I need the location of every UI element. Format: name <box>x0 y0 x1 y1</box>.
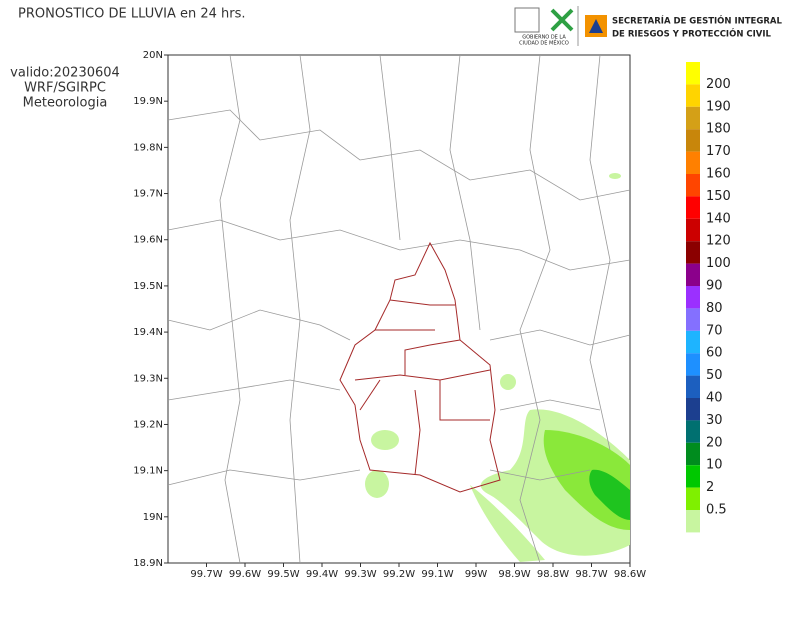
municipal-boundaries <box>167 54 631 564</box>
legend-label: 190 <box>706 99 731 114</box>
rain-areas <box>365 173 630 562</box>
legend-swatch <box>686 263 700 286</box>
legend-swatch <box>686 241 700 264</box>
legend-swatch <box>686 465 700 488</box>
legend-label: 30 <box>706 413 723 428</box>
lat-label: 19.6N <box>133 235 163 246</box>
lon-label: 99.7W <box>190 569 222 580</box>
lon-label: 98.6W <box>614 569 646 580</box>
rain-spot <box>609 173 621 179</box>
pc-logo-inner <box>589 19 603 33</box>
lat-label: 18.9N <box>133 558 163 569</box>
legend-label: 140 <box>706 211 731 226</box>
gov-line-1: GOBIERNO DE LA <box>522 35 566 41</box>
title: PRONOSTICO DE LLUVIA en 24 hrs. <box>18 7 246 22</box>
legend-swatch <box>686 129 700 152</box>
legend-label: 160 <box>706 167 731 182</box>
legend-swatch <box>686 398 700 421</box>
lon-label: 99.1W <box>421 569 453 580</box>
logos: GOBIERNO DE LA CIUDAD DE MÉXICO SECRETAR… <box>514 6 782 47</box>
lon-label: 98.9W <box>498 569 530 580</box>
lat-label: 19.3N <box>133 373 163 384</box>
agency-line-1: SECRETARÍA DE GESTIÓN INTEGRAL <box>612 15 782 27</box>
legend-label: 200 <box>706 77 731 92</box>
legend-label: 120 <box>706 234 731 249</box>
legend-swatch <box>686 308 700 331</box>
legend-swatch <box>686 151 700 174</box>
legend-label: 2 <box>706 480 714 495</box>
axes: 20N 19.9N 19.8N 19.7N 19.6N 19.5N 19.4N 19.3N 19… <box>133 50 646 580</box>
gov-line-2: CIUDAD DE MÉXICO <box>519 39 569 47</box>
rain-spot <box>371 430 399 450</box>
legend-swatch <box>686 196 700 219</box>
legend-swatch <box>686 442 700 466</box>
lat-label: 19.1N <box>133 466 163 477</box>
lon-label: 99W <box>465 569 488 580</box>
lon-label: 99.5W <box>267 569 299 580</box>
valid-date: valido:20230604 <box>10 66 120 81</box>
legend-label: 180 <box>706 122 731 137</box>
lon-label: 99.4W <box>306 569 338 580</box>
legend-swatch <box>686 353 700 376</box>
legend-label: 170 <box>706 144 731 159</box>
cdmx-boundaries <box>339 241 501 493</box>
cdmx-logo <box>550 8 574 32</box>
model: WRF/SGIRPC <box>24 81 106 96</box>
legend-label: 60 <box>706 346 723 361</box>
legend-swatch <box>686 420 700 443</box>
rain-heavy <box>589 469 630 520</box>
agency-line-2: DE RIESGOS Y PROTECCIÓN CIVIL <box>612 28 772 40</box>
department: Meteorologia <box>23 96 108 111</box>
legend-label: 40 <box>706 391 723 406</box>
legend-swatch <box>686 375 700 398</box>
legend-label: 80 <box>706 301 723 316</box>
lat-label: 19.2N <box>133 419 163 430</box>
legend-label: 0.5 <box>706 503 727 518</box>
rain-band <box>470 485 545 562</box>
lon-label: 99.3W <box>344 569 376 580</box>
lon-label: 99.2W <box>383 569 415 580</box>
map <box>167 54 631 564</box>
legend-swatch <box>686 106 700 130</box>
legend: 200 190 180 170 160 150 140 120 100 90 80 70 60 50 40 3… <box>686 62 731 533</box>
lon-label: 99.6W <box>229 569 261 580</box>
legend-label: 50 <box>706 368 723 383</box>
lat-label: 19.9N <box>133 96 163 107</box>
legend-label: 90 <box>706 279 723 294</box>
legend-swatch <box>686 487 700 510</box>
rain-spot <box>365 470 389 498</box>
lon-label: 98.8W <box>537 569 569 580</box>
rain-spot <box>500 374 516 390</box>
legend-swatch <box>686 62 700 85</box>
legend-label: 150 <box>706 189 731 204</box>
legend-swatch <box>686 218 700 242</box>
lat-label: 20N <box>143 50 163 61</box>
legend-swatch <box>686 330 700 354</box>
legend-swatch <box>686 174 700 197</box>
lat-label: 19.8N <box>133 142 163 153</box>
lat-label: 19.7N <box>133 189 163 200</box>
lat-label: 19.5N <box>133 281 163 292</box>
legend-swatch <box>686 510 700 533</box>
legend-label: 100 <box>706 256 731 271</box>
coat-of-arms <box>514 7 540 33</box>
legend-label: 10 <box>706 458 723 473</box>
lat-label: 19.4N <box>133 327 163 338</box>
lat-label: 19N <box>143 512 163 523</box>
legend-label: 70 <box>706 323 723 338</box>
lon-label: 98.7W <box>575 569 607 580</box>
legend-label: 20 <box>706 435 723 450</box>
legend-swatch <box>686 84 700 107</box>
legend-swatch <box>686 286 700 309</box>
